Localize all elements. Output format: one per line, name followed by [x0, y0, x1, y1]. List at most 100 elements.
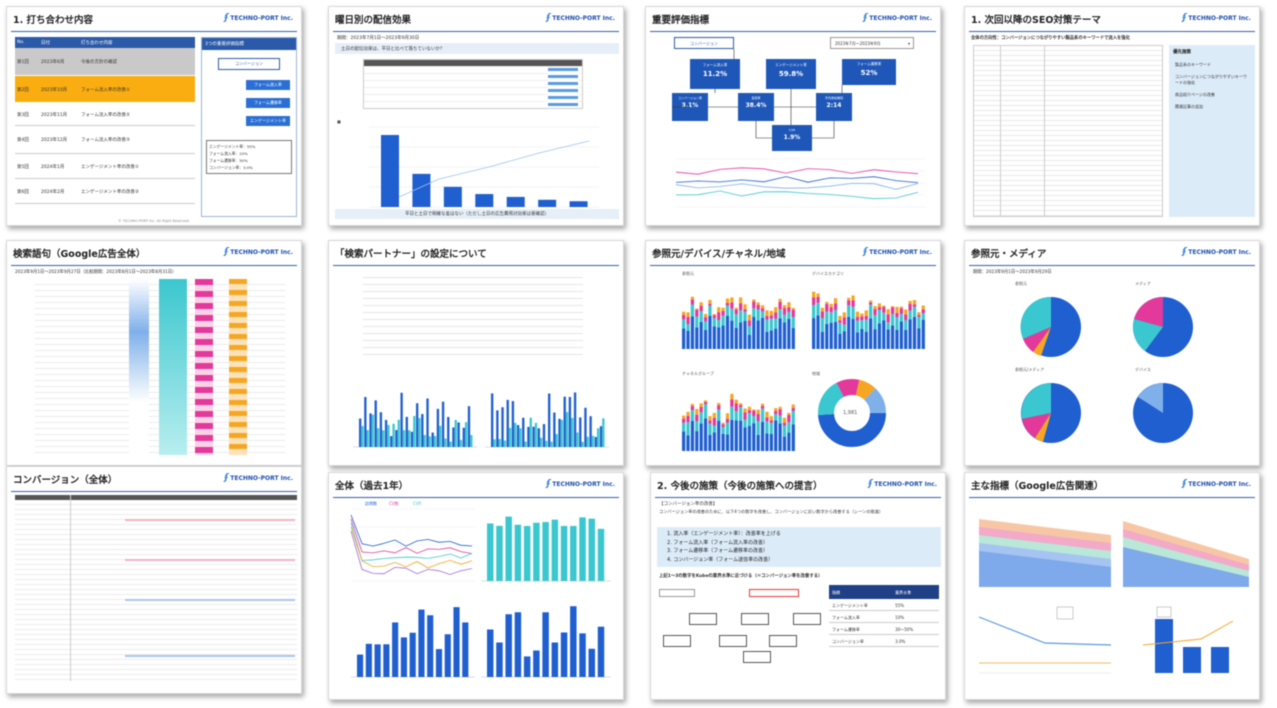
- kpi-box: エンゲージメント率 59.8%: [766, 59, 816, 89]
- weekday-table: [363, 59, 583, 109]
- device-pie: [1133, 383, 1193, 443]
- stack-segment: [769, 310, 773, 316]
- stack-segment: [860, 316, 864, 321]
- stack-segment: [708, 305, 712, 316]
- stack-segment: [825, 323, 829, 349]
- bar: [586, 436, 589, 447]
- stack-segment: [747, 314, 752, 321]
- title-rule: [11, 491, 297, 492]
- slide-conversion[interactable]: コンバージョン（全体） ʄ TECHNO-PORT Inc.: [6, 466, 302, 694]
- bar: [511, 401, 515, 447]
- company-logo: ʄ TECHNO-PORT Inc.: [1182, 13, 1251, 23]
- stack-segment: [747, 413, 752, 426]
- panel-title: 3つの重要評価指標: [202, 38, 296, 50]
- stack-segment: [855, 317, 860, 321]
- stack-segment: [752, 416, 756, 424]
- slide-search-terms[interactable]: 検索語句（Google広告全体） ʄ TECHNO-PORT Inc. 2023年…: [6, 240, 302, 466]
- period-label: 期間：2023年9月1日～2023年9月29日: [973, 270, 1052, 275]
- slide-weekday-effect[interactable]: 曜日別の配信効果 ʄ TECHNO-PORT Inc. 期間：2023年7月1日～…: [328, 6, 624, 226]
- stack-segment: [774, 408, 778, 412]
- device-stacked-chart: [812, 291, 925, 349]
- slide-meeting-contents[interactable]: 1. 打ち合わせ内容 ʄ TECHNO-PORT Inc. No. 日付 打ち合わ…: [6, 6, 302, 226]
- slide-seo-theme[interactable]: 1. 次回以降のSEO対策テーマ ʄ TECHNO-PORT Inc. 全体の方向…: [964, 6, 1260, 226]
- bar: [596, 428, 600, 447]
- bar: [597, 626, 605, 677]
- box-title: 【コンバージョン率の改善】: [659, 502, 718, 507]
- bar: [405, 416, 408, 447]
- bar: [431, 432, 434, 447]
- date-select[interactable]: 2023年7月～2023年9月 ▾: [830, 37, 914, 49]
- bar: [565, 412, 569, 447]
- bar: [558, 418, 561, 447]
- slide-search-partner[interactable]: 「検索パートナー」の設定について: [328, 240, 624, 466]
- stack-segment: [730, 297, 734, 303]
- box-text: コンバージョン率の改善のために、以下4つの数字を改善し、コンバージョンに近い数字…: [659, 509, 884, 514]
- stack-segment: [760, 406, 765, 409]
- stack-segment: [721, 426, 725, 434]
- stack-segment: [791, 410, 795, 425]
- stack-segment: [782, 314, 787, 323]
- bar: [537, 428, 540, 447]
- slide-google-ads-metrics[interactable]: 主な指標（Google広告関連） ʄ TECHNO-PORT Inc.: [964, 472, 1260, 700]
- stack-segment: [682, 422, 686, 432]
- bar: [533, 650, 540, 677]
- stack-segment: [864, 315, 868, 320]
- stack-segment: [712, 315, 716, 319]
- stack-segment: [851, 319, 855, 349]
- stack-segment: [778, 415, 782, 424]
- stack-segment: [703, 313, 708, 318]
- slide-future-measures[interactable]: 2. 今後の施策（今後の施策への提言） ʄ TECHNO-PORT Inc. 【コ…: [650, 472, 946, 700]
- stack-segment: [820, 331, 825, 349]
- slide-footer: © TECHNO-PORT Inc. All Right Reserved.: [118, 219, 190, 223]
- bar: [436, 408, 440, 447]
- bar: [599, 426, 603, 447]
- period-label: 2023年9月1日～2023年9月27日（比較期間：2023年8月1日～2023…: [15, 270, 177, 275]
- series-line: [350, 526, 473, 569]
- slide-past-year[interactable]: 全体（過去1年） ʄ TECHNO-PORT Inc. 訪問数 CV数 CVR: [328, 472, 624, 700]
- stack-segment: [847, 317, 851, 349]
- series-line: [350, 514, 473, 547]
- stack-segment: [734, 403, 738, 412]
- stack-segment: [730, 302, 734, 309]
- stack-segment: [864, 310, 868, 316]
- stack-segment: [873, 315, 877, 330]
- bar: [533, 522, 540, 581]
- stack-segment: [812, 291, 816, 298]
- legend-item: 訪問数: [365, 501, 377, 506]
- bar: [413, 415, 416, 447]
- bar: [410, 431, 414, 447]
- slide-source-media[interactable]: 参照元・メディア ʄ TECHNO-PORT Inc. 期間：2023年9月1日～…: [964, 240, 1260, 466]
- stack-segment: [869, 318, 873, 349]
- bar: [538, 199, 557, 207]
- bar: [560, 632, 568, 677]
- bar: [464, 422, 468, 447]
- stack-segment: [752, 308, 756, 318]
- bar: [383, 644, 390, 677]
- table-row-highlight: 第2回 2023年10月 フォーム流入率の改善①: [15, 76, 195, 103]
- stack-segment: [782, 436, 787, 451]
- stack-segment: [855, 332, 860, 349]
- stack-segment: [908, 300, 912, 304]
- bar: [371, 414, 375, 447]
- slide-source-device[interactable]: 参照元/デバイス/チャネル/地域 ʄ TECHNO-PORT Inc. 参照元 デ…: [645, 240, 941, 466]
- slide-title: 曜日別の配信効果: [335, 12, 416, 26]
- stack-segment: [712, 417, 716, 426]
- series-line: [675, 190, 919, 200]
- stack-segment: [912, 304, 917, 307]
- bar: [359, 418, 362, 447]
- stack-segment: [904, 329, 908, 349]
- stack-segment: [725, 298, 730, 304]
- bar: [550, 441, 553, 447]
- bar: [392, 423, 395, 447]
- bar: [459, 439, 463, 447]
- stack-segment: [851, 306, 855, 320]
- bar: [579, 633, 586, 677]
- stack-segment: [686, 324, 690, 331]
- stack-segment: [838, 320, 842, 323]
- bar: [491, 393, 494, 447]
- stack-segment: [739, 322, 743, 349]
- stack-segment: [695, 408, 699, 415]
- slide-kpi[interactable]: 重要評価指標 ʄ TECHNO-PORT Inc. コンバージョン 2023年7月…: [645, 6, 941, 226]
- bar: [534, 422, 538, 447]
- bar: [560, 419, 564, 447]
